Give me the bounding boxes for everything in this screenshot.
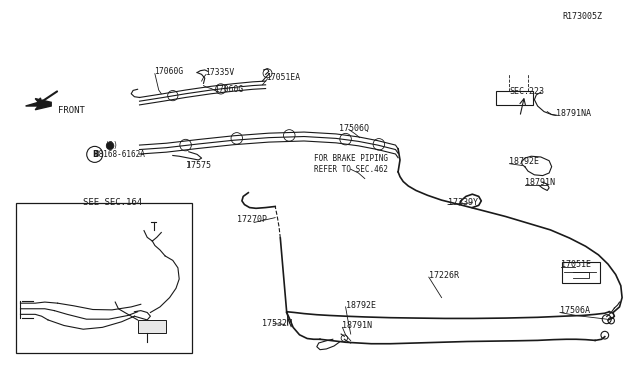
Text: R173005Z: R173005Z (562, 12, 602, 21)
Text: 17060G: 17060G (214, 85, 244, 94)
Text: 18792E: 18792E (346, 301, 376, 310)
Text: 17506A: 17506A (560, 306, 590, 315)
Text: (2): (2) (104, 141, 118, 150)
Text: 17051EA: 17051EA (266, 73, 300, 82)
Text: 17270P: 17270P (237, 215, 267, 224)
Text: SEE SEC.164: SEE SEC.164 (83, 198, 142, 207)
Bar (16, 203, 192, 353)
Polygon shape (26, 99, 51, 110)
Text: 17575: 17575 (186, 161, 211, 170)
Text: 17060G: 17060G (154, 67, 183, 76)
Text: 17339Y: 17339Y (448, 198, 478, 207)
Text: 17051E: 17051E (561, 260, 591, 269)
Text: 17226R: 17226R (429, 271, 459, 280)
Text: 18791NA: 18791NA (556, 109, 591, 118)
Bar (496, 91, 533, 105)
Text: FOR BRAKE PIPING: FOR BRAKE PIPING (314, 154, 388, 163)
Text: B: B (92, 150, 97, 159)
Text: 08168-6162A: 08168-6162A (95, 150, 145, 159)
Text: 18791N: 18791N (342, 321, 372, 330)
Text: 17335V: 17335V (205, 68, 234, 77)
Text: 17532M: 17532M (262, 319, 292, 328)
Text: REFER TO SEC.462: REFER TO SEC.462 (314, 165, 388, 174)
Bar (562, 262, 600, 283)
Text: FRONT: FRONT (58, 106, 84, 115)
Bar (138, 320, 166, 333)
Text: 18791N: 18791N (525, 178, 555, 187)
Text: 18792E: 18792E (509, 157, 539, 166)
Circle shape (106, 142, 114, 150)
Text: SEC.223: SEC.223 (509, 87, 545, 96)
Text: 17506Q: 17506Q (339, 124, 369, 133)
